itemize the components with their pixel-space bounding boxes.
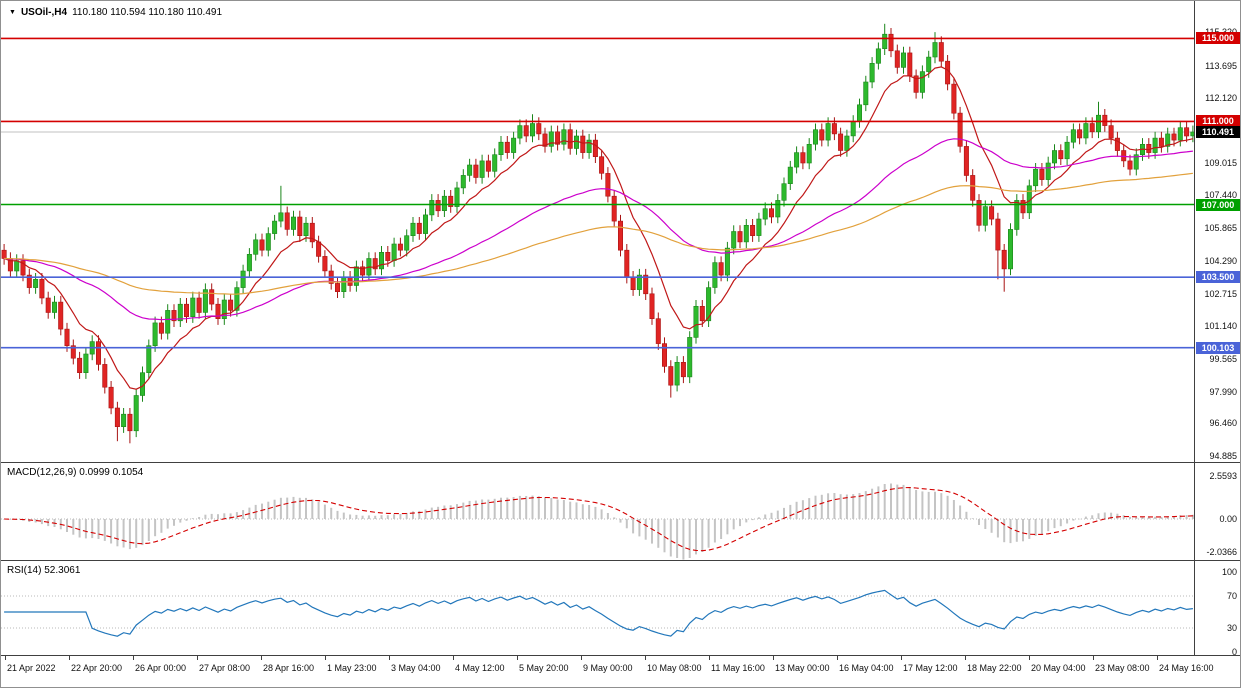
rsi-panel[interactable]: RSI(14) 52.3061 100 70 30 0 — [1, 561, 1240, 656]
time-tick — [5, 656, 6, 660]
macd-indicator-label: MACD(12,26,9) 0.0999 0.1054 — [7, 467, 144, 478]
macd-panel[interactable]: MACD(12,26,9) 0.0999 0.1054 2.5593 0.00 -2… — [1, 463, 1240, 561]
price-level-badge: 100.103 — [1196, 341, 1240, 354]
price-axis-label: 102.715 — [1204, 288, 1237, 299]
price-axis[interactable]: 115.320 113.695 112.120 109.015 107.440 105.8… — [1194, 1, 1240, 462]
rsi-axis-label: 30 — [1226, 623, 1237, 633]
time-tick — [1157, 656, 1158, 660]
time-axis-label: 16 May 04:00 — [839, 663, 894, 673]
time-axis-label: 24 May 16:00 — [1159, 663, 1214, 673]
price-axis-label: 115.320 — [1205, 27, 1237, 37]
time-axis-label: 26 Apr 00:00 — [135, 663, 187, 673]
price-axis-label: 113.695 — [1205, 60, 1237, 71]
price-axis-label: 96.460 — [1209, 418, 1237, 429]
time-axis-label: 18 May 22:00 — [967, 663, 1022, 673]
symbol-dropdown-icon[interactable]: ▼ — [9, 8, 16, 16]
time-tick — [197, 656, 198, 660]
main-chart-panel[interactable]: ▼ USOil-,H4 110.180 110.594 110.180 110.… — [1, 1, 1240, 463]
ohlc-values: 110.180 110.594 110.180 110.491 — [72, 7, 223, 18]
macd-chart-area[interactable] — [1, 463, 1196, 560]
time-axis-label: 23 May 08:00 — [1095, 663, 1150, 673]
time-tick — [581, 656, 582, 660]
price-axis-label: 107.440 — [1204, 190, 1237, 201]
chart-header: ▼ USOil-,H4 110.180 110.594 110.180 110.… — [9, 7, 222, 18]
rsi-axis-label: 70 — [1226, 591, 1237, 601]
rsi-chart-area[interactable] — [1, 561, 1196, 655]
time-tick — [69, 656, 70, 660]
time-tick — [901, 656, 902, 660]
price-axis-label: 105.865 — [1204, 223, 1237, 234]
candlestick-chart-area[interactable] — [1, 1, 1196, 462]
time-tick — [773, 656, 774, 660]
time-tick — [709, 656, 710, 660]
rsi-axis-label: 100 — [1221, 567, 1237, 577]
time-axis[interactable]: 21 Apr 2022 22 Apr 20:00 26 Apr 00:00 27 Ap… — [1, 656, 1240, 687]
time-tick — [325, 656, 326, 660]
price-level-badge: 107.000 — [1196, 198, 1240, 211]
price-axis-label: 109.015 — [1204, 157, 1237, 168]
price-level-badge: 111.000 — [1196, 115, 1240, 128]
price-level-badge: 103.500 — [1196, 271, 1240, 284]
macd-axis-label: 0.00 — [1219, 514, 1237, 524]
time-tick — [645, 656, 646, 660]
time-tick — [453, 656, 454, 660]
time-axis-label: 3 May 04:00 — [391, 663, 441, 673]
time-axis-label: 5 May 20:00 — [519, 663, 569, 673]
time-axis-label: 22 Apr 20:00 — [71, 663, 123, 673]
time-axis-label: 4 May 12:00 — [455, 663, 505, 673]
time-axis-label: 20 May 04:00 — [1031, 663, 1086, 673]
time-tick — [261, 656, 262, 660]
time-axis-label: 10 May 08:00 — [647, 663, 702, 673]
rsi-indicator-label: RSI(14) 52.3061 — [7, 565, 81, 576]
macd-axis-label: -2.0366 — [1206, 547, 1237, 557]
price-axis-label: 101.140 — [1204, 321, 1237, 332]
price-axis-label: 97.990 — [1209, 386, 1237, 397]
time-tick — [389, 656, 390, 660]
current-price-badge: 110.491 — [1196, 126, 1240, 138]
time-tick — [1029, 656, 1030, 660]
time-axis-label: 17 May 12:00 — [903, 663, 958, 673]
time-axis-label: 9 May 00:00 — [583, 663, 633, 673]
price-axis-label: 112.120 — [1205, 93, 1237, 104]
time-axis-label: 27 Apr 08:00 — [199, 663, 251, 673]
time-tick — [133, 656, 134, 660]
macd-axis-label: 2.5593 — [1209, 471, 1237, 481]
macd-axis[interactable]: 2.5593 0.00 -2.0366 — [1194, 463, 1240, 560]
price-axis-label: 94.885 — [1209, 451, 1237, 462]
rsi-axis[interactable]: 100 70 30 0 — [1194, 561, 1240, 655]
price-axis-label: 99.565 — [1209, 353, 1237, 364]
time-axis-label: 11 May 16:00 — [711, 663, 765, 673]
time-axis-label: 13 May 00:00 — [775, 663, 830, 673]
symbol-timeframe-label: USOil-,H4 — [20, 7, 68, 18]
time-tick — [1093, 656, 1094, 660]
time-axis-label: 21 Apr 2022 — [7, 663, 56, 673]
time-axis-label: 28 Apr 16:00 — [263, 663, 315, 673]
price-level-badge: 115.000 — [1196, 32, 1240, 45]
time-tick — [965, 656, 966, 660]
time-tick — [837, 656, 838, 660]
time-tick — [517, 656, 518, 660]
price-axis-label: 104.290 — [1204, 255, 1237, 266]
time-axis-label: 1 May 23:00 — [327, 663, 377, 673]
rsi-axis-label: 0 — [1231, 647, 1237, 656]
